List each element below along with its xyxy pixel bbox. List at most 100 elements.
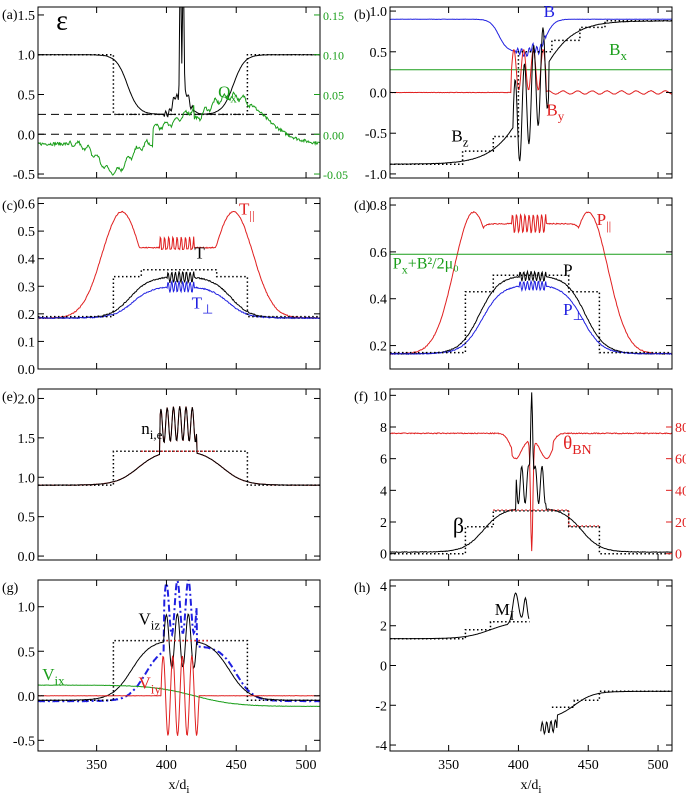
y-tick-label-b-3: 0.5 [370, 46, 388, 61]
panel-label-d: (d) [354, 199, 371, 214]
y-tick-label-h-4: 4 [380, 580, 387, 595]
series-line-f-3 [493, 509, 600, 527]
y-tick-label-a-2: 0.5 [18, 88, 36, 103]
y-tick-label-c-5: 0.5 [18, 225, 36, 240]
plot-frame-a [37, 6, 321, 179]
plot-frame-d [389, 197, 673, 370]
annotation-d-1: Px+B²/2μ₀ [393, 255, 459, 276]
annotation-b-0: B [544, 2, 555, 21]
series-line-d-4 [390, 274, 672, 354]
series-line-a-0 [38, 7, 320, 118]
y-tick-label-a-1: 0.0 [18, 128, 36, 143]
y-tick-label-g-2: 0.5 [18, 645, 36, 660]
y2-tick-label-f-4: 80 [675, 421, 686, 436]
annotation-e-0: ni,e [141, 419, 162, 442]
annotation-f-1: β [453, 513, 464, 538]
x-axis-label-h: x/di [521, 778, 542, 796]
series-line-b-3 [390, 20, 672, 165]
annotation-b-1: Bx [609, 40, 627, 63]
annotation-g-1: Vix [42, 665, 65, 688]
annotation-a-1: Qx [218, 83, 237, 106]
x-tick-label-h-1: 400 [508, 758, 529, 773]
annotation-h-0: MI [495, 600, 514, 623]
panel-g: -0.5 0.0 0.5 1.0 350 400 450 500 (g) Viz Vix Viy x/d… [2, 579, 321, 796]
plot-area-c [38, 210, 320, 320]
series-line-g-2 [38, 684, 320, 708]
x-tick-label-h-3: 500 [648, 758, 669, 773]
y-tick-label-c-4: 0.4 [18, 253, 36, 268]
plot-area-e [38, 406, 320, 486]
panel-e: 0.0 0.5 1.0 1.5 2.0(e) ni,e [2, 388, 321, 565]
y-tick-label-b-4: 1.0 [370, 5, 388, 20]
y-tick-label-e-4: 2.0 [18, 392, 36, 407]
y-tick-label-c-0: 0.0 [18, 363, 36, 378]
annotation-b-2: By [546, 100, 564, 123]
y2-tick-label-f-1: 20 [675, 516, 686, 531]
plot-area-a [38, 7, 320, 176]
series-line-c-1 [38, 271, 320, 320]
y-tick-label-g-0: -0.5 [13, 734, 35, 749]
y-tick-label-g-3: 1.0 [18, 601, 36, 616]
series-line-c-0 [38, 210, 320, 320]
panel-label-e: (e) [2, 390, 18, 405]
series-line-f-2 [390, 510, 672, 555]
y-tick-label-a-3: 1.0 [18, 49, 36, 64]
y2-tick-label-a-2: 0.05 [323, 88, 344, 102]
series-line-g-0 [38, 580, 320, 703]
x-tick-label-g-2: 450 [226, 758, 247, 773]
series-line-b-0 [390, 18, 672, 58]
y-tick-label-d-1: 0.4 [370, 293, 388, 308]
y-tick-label-c-1: 0.1 [18, 335, 36, 350]
y-tick-label-h-0: -4 [375, 739, 387, 754]
y2-tick-label-f-3: 60 [675, 453, 686, 468]
panel-label-b: (b) [354, 8, 371, 23]
plot-area-b [390, 18, 672, 165]
y-tick-label-c-3: 0.3 [18, 280, 36, 295]
annotation-c-1: T [194, 244, 205, 263]
x-tick-label-h-2: 450 [578, 758, 599, 773]
annotation-d-3: P⊥ [563, 300, 584, 323]
annotation-f-0: θBN [563, 433, 592, 458]
panel-b: -1.0 -0.5 0.0 0.5 1.0(b) B Bx By Bz [354, 2, 673, 183]
panel-label-h: (h) [354, 581, 371, 596]
y-tick-label-e-2: 1.0 [18, 471, 36, 486]
y-tick-label-e-1: 0.5 [18, 511, 36, 526]
series-line-f-1 [390, 392, 672, 554]
annotation-g-0: Viz [139, 610, 161, 633]
plot-frame-h [389, 579, 673, 752]
y2-tick-label-a-3: 0.10 [323, 49, 344, 63]
y-tick-label-b-2: 0.0 [370, 87, 388, 102]
y-tick-label-f-2: 4 [380, 484, 387, 499]
plot-frame-g [37, 579, 321, 752]
plot-frame-c [37, 197, 321, 370]
panel-label-f: (f) [354, 390, 368, 405]
y-tick-label-c-2: 0.2 [18, 308, 36, 323]
annotation-g-2: Viy [139, 674, 162, 697]
y-tick-label-e-0: 0.0 [18, 550, 36, 565]
y-tick-label-f-0: 0 [380, 548, 387, 563]
series-line-d-2 [390, 279, 672, 355]
series-line-g-4 [38, 639, 320, 701]
series-line-g-1 [38, 612, 320, 701]
y2-tick-label-a-0: -0.05 [323, 168, 348, 182]
series-line-b-2 [390, 48, 672, 95]
y-tick-label-f-4: 8 [380, 421, 387, 436]
series-line-d-0 [390, 211, 672, 355]
y-tick-label-d-3: 0.8 [370, 199, 388, 214]
x-tick-label-g-1: 400 [156, 758, 177, 773]
panel-label-a: (a) [2, 8, 18, 23]
panel-d: 0.20.40.60.8(d)P||Px+B²/2μ₀ PP⊥ [354, 197, 673, 370]
y-tick-label-d-2: 0.6 [370, 246, 388, 261]
y2-tick-label-a-4: 0.15 [323, 9, 344, 23]
plot-area-f [390, 392, 672, 555]
x-tick-label-h-0: 350 [438, 758, 459, 773]
panel-h: -4 -2 0 2 4 350 400 450 500 (h) MI x/di [354, 579, 673, 796]
y2-tick-label-f-0: 0 [675, 548, 682, 563]
series-line-h-1 [390, 621, 530, 640]
plot-frame-f [389, 388, 673, 561]
y-tick-label-b-0: -1.0 [365, 168, 387, 183]
y-tick-label-f-5: 10 [373, 389, 387, 404]
plot-frame-e [37, 388, 321, 561]
panel-label-c: (c) [2, 199, 18, 214]
